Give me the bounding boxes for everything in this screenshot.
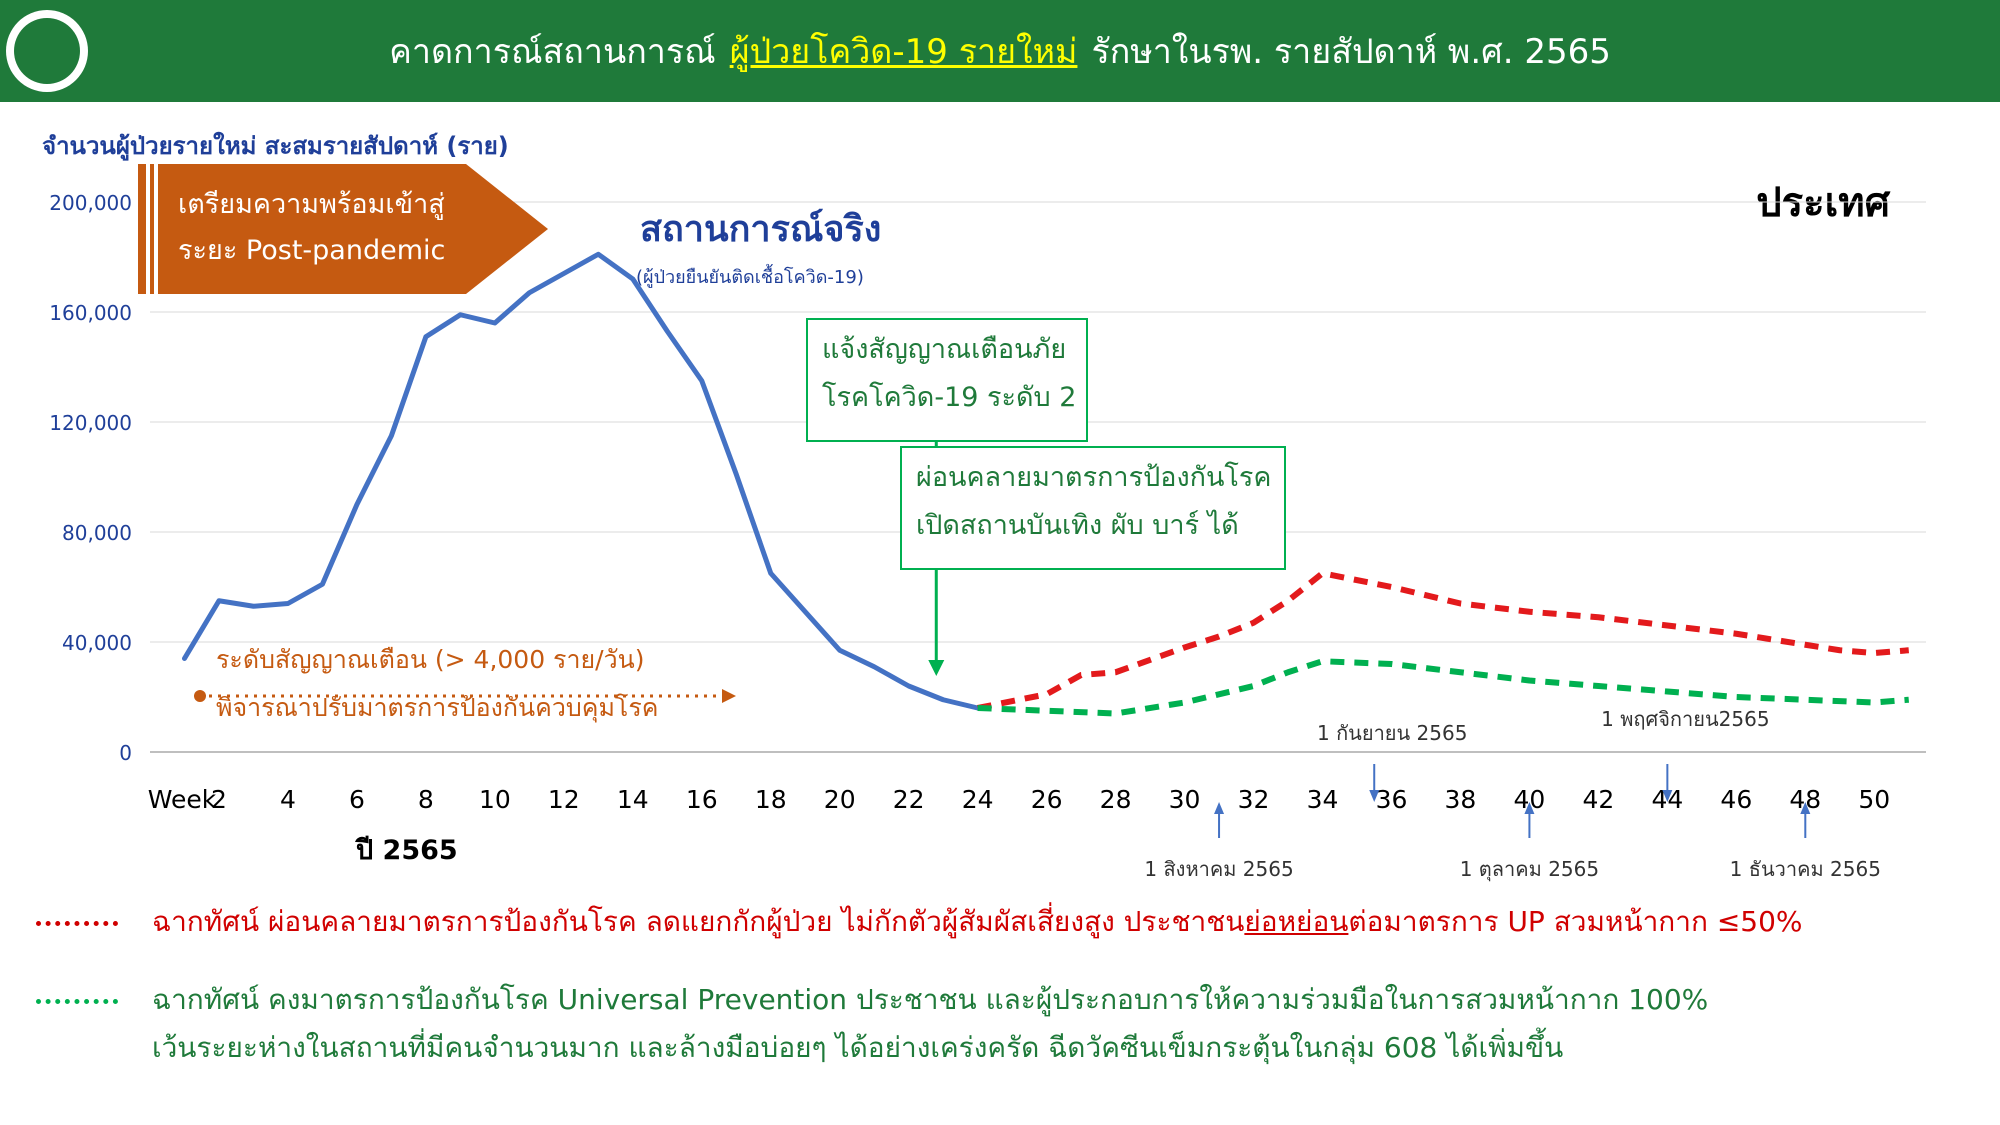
x-tick-label: 6 bbox=[349, 785, 365, 814]
x-tick-label: 14 bbox=[617, 785, 649, 814]
actual-series-subtitle: (ผู้ป่วยยืนยันติดเชื้อโควิด-19) bbox=[636, 267, 864, 288]
series-line-2 bbox=[977, 658, 1909, 717]
x-tick-label: 22 bbox=[893, 785, 925, 814]
region-label: ประเทศ bbox=[1756, 180, 1890, 226]
x-tick-label: 18 bbox=[755, 785, 787, 814]
legend-red-scenario: ฉากทัศน์ ผ่อนคลายมาตรการป้องกันโรค ลดแยก… bbox=[36, 900, 1803, 944]
x-tick-label: 36 bbox=[1376, 785, 1408, 814]
date-marker-sep-arrowhead bbox=[1369, 790, 1380, 802]
green-dotted-swatch bbox=[36, 998, 118, 1004]
x-tick-label: 10 bbox=[479, 785, 511, 814]
alert-line1: แจ้งสัญญาณเตือนภัย bbox=[822, 334, 1067, 365]
actual-series-label: สถานการณ์จริง bbox=[640, 209, 882, 250]
date-marker-aug-arrowhead bbox=[1214, 802, 1225, 814]
relax-line1: ผ่อนคลายมาตรการป้องกันโรค bbox=[916, 462, 1272, 493]
relax-line2: เปิดสถานบันเทิง ผับ บาร์ ได้ bbox=[916, 510, 1239, 541]
title-highlight: ผู้ป่วยโควิด-19 รายใหม่ bbox=[729, 32, 1078, 72]
x-tick-label: 34 bbox=[1307, 785, 1339, 814]
date-marker-dec-label: 1 ธันวาคม 2565 bbox=[1730, 857, 1881, 881]
title-part2: รักษาในรพ. รายสัปดาห์ พ.ศ. 2565 bbox=[1091, 32, 1611, 72]
x-tick-label: 12 bbox=[548, 785, 580, 814]
x-tick-label: 50 bbox=[1858, 785, 1890, 814]
x-tick-label: 24 bbox=[962, 785, 994, 814]
series-line-0 bbox=[181, 251, 981, 711]
header-bar: คาดการณ์สถานการณ์ ผู้ป่วยโควิด-19 รายใหม… bbox=[0, 0, 2000, 102]
x-tick-label: 20 bbox=[824, 785, 856, 814]
x-tick-label: 2 bbox=[211, 785, 227, 814]
legend-red-text-a: ฉากทัศน์ ผ่อนคลายมาตรการป้องกันโรค ลดแยก… bbox=[152, 905, 1245, 938]
ministry-logo bbox=[6, 10, 88, 92]
date-marker-nov-arrowhead bbox=[1662, 790, 1673, 802]
y-tick-label: 160,000 bbox=[49, 301, 132, 325]
y-tick-label: 0 bbox=[119, 741, 132, 765]
x-tick-label: 16 bbox=[686, 785, 718, 814]
alert-arrowhead bbox=[928, 660, 945, 676]
relax-measures-box: ผ่อนคลายมาตรการป้องกันโรค เปิดสถานบันเทิ… bbox=[900, 446, 1286, 570]
x-tick-label: 32 bbox=[1238, 785, 1270, 814]
y-tick-label: 200,000 bbox=[49, 191, 132, 215]
x-tick-label: 38 bbox=[1445, 785, 1477, 814]
date-marker-nov-label: 1 พฤศจิกายน2565 bbox=[1601, 707, 1769, 731]
legend-red-text-underlined: ย่อหย่อน bbox=[1244, 905, 1349, 938]
x-tick-label: 28 bbox=[1100, 785, 1132, 814]
y-tick-label: 120,000 bbox=[49, 411, 132, 435]
threshold-arrowhead bbox=[722, 689, 736, 703]
legend-red-text-b: ต่อมาตรการ UP สวมหน้ากาก ≤50% bbox=[1348, 905, 1803, 938]
legend-green-text-1: ฉากทัศน์ คงมาตรการป้องกันโรค Universal P… bbox=[152, 983, 1709, 1016]
y-tick-label: 80,000 bbox=[62, 521, 132, 545]
date-marker-aug-label: 1 สิงหาคม 2565 bbox=[1144, 857, 1293, 881]
title-part1: คาดการณ์สถานการณ์ bbox=[389, 32, 716, 72]
x-tick-label: 26 bbox=[1031, 785, 1063, 814]
threshold-note: พิจารณาปรับมาตรการป้องกันควบคุมโรค bbox=[216, 693, 659, 722]
date-marker-dec-arrowhead bbox=[1800, 802, 1811, 814]
threshold-label: ระดับสัญญาณเตือน (> 4,000 ราย/วัน) bbox=[216, 645, 645, 674]
alert-line2: โรคโควิด-19 ระดับ 2 bbox=[822, 382, 1077, 413]
legend-green-text-2: เว้นระยะห่างในสถานที่มีคนจำนวนมาก และล้า… bbox=[152, 1031, 1564, 1064]
alert-level-box: แจ้งสัญญาณเตือนภัย โรคโควิด-19 ระดับ 2 bbox=[806, 318, 1088, 442]
date-marker-oct-arrowhead bbox=[1524, 802, 1535, 814]
x-tick-label: 4 bbox=[280, 785, 296, 814]
year-label: ปี 2565 bbox=[356, 835, 458, 866]
x-tick-label: 46 bbox=[1720, 785, 1752, 814]
arrow-line2: ระยะ Post-pandemic bbox=[178, 235, 446, 266]
x-tick-label: 42 bbox=[1582, 785, 1614, 814]
date-marker-sep-label: 1 กันยายน 2565 bbox=[1317, 721, 1467, 745]
post-pandemic-arrow: เตรียมความพร้อมเข้าสู่ ระยะ Post-pandemi… bbox=[138, 164, 548, 294]
y-tick-label: 40,000 bbox=[62, 631, 132, 655]
red-dotted-swatch bbox=[36, 920, 118, 926]
y-axis-title: จำนวนผู้ป่วยรายใหม่ สะสมรายสัปดาห์ (ราย) bbox=[42, 132, 509, 160]
x-tick-label: 30 bbox=[1169, 785, 1201, 814]
page-title: คาดการณ์สถานการณ์ ผู้ป่วยโควิด-19 รายใหม… bbox=[0, 0, 2000, 102]
arrow-line1: เตรียมความพร้อมเข้าสู่ bbox=[178, 189, 445, 220]
series-line-1 bbox=[977, 570, 1909, 711]
date-marker-oct-label: 1 ตุลาคม 2565 bbox=[1460, 857, 1599, 882]
legend-green-scenario: ฉากทัศน์ คงมาตรการป้องกันโรค Universal P… bbox=[36, 978, 1708, 1022]
x-tick-label: Week bbox=[148, 785, 217, 814]
x-tick-label: 8 bbox=[418, 785, 434, 814]
